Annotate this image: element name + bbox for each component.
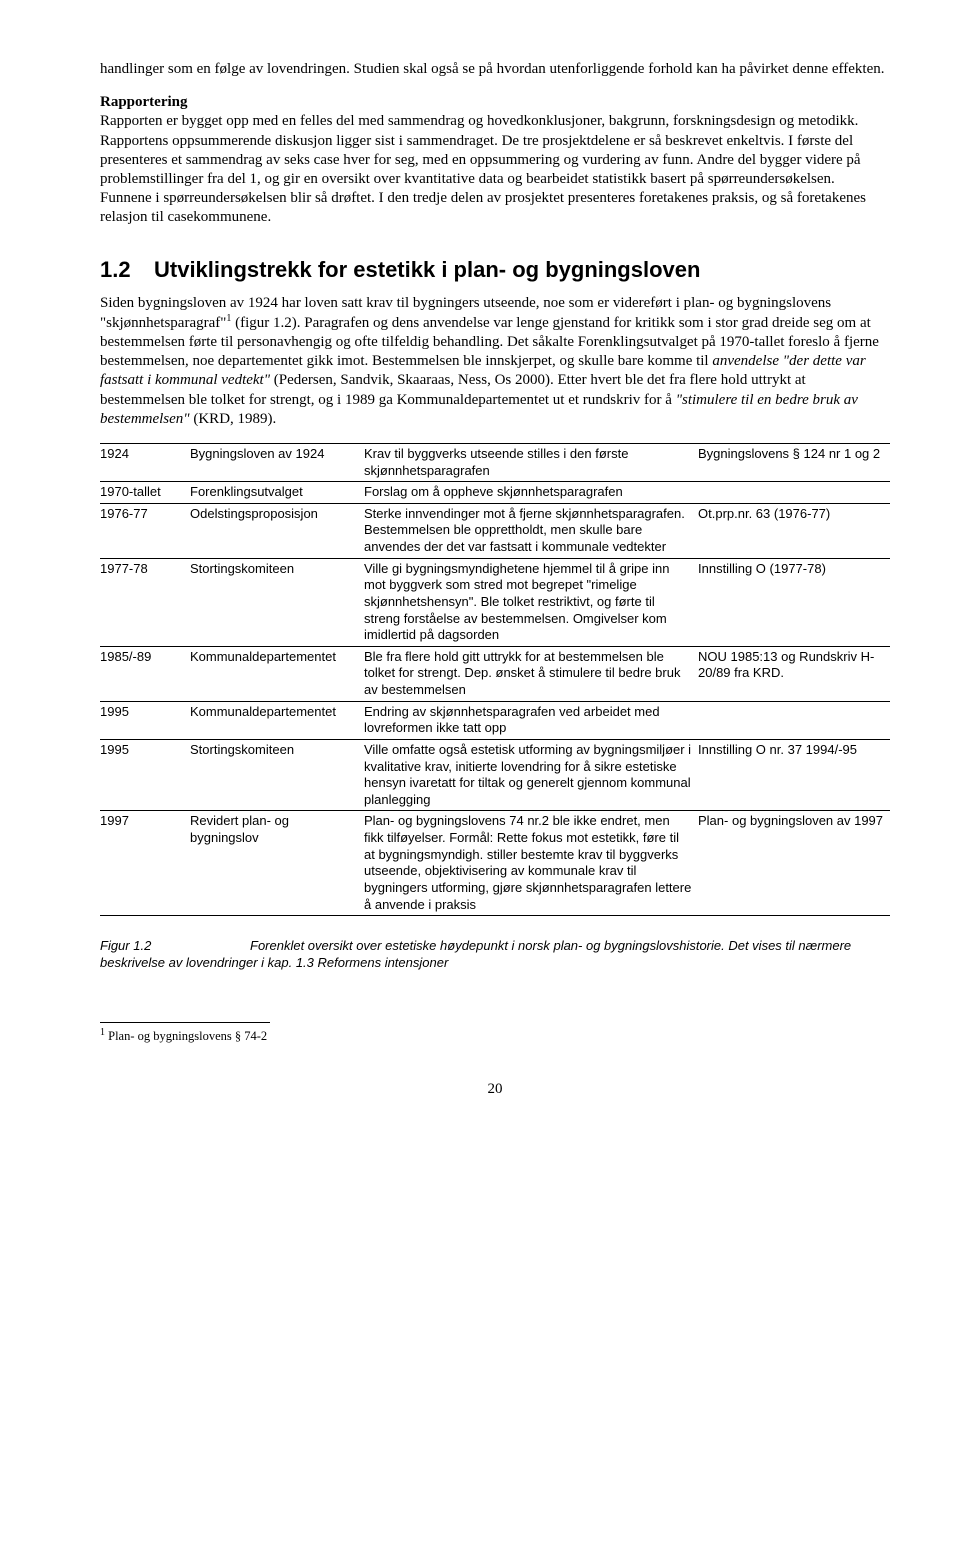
table-row: 1976-77OdelstingsproposisjonSterke innve… bbox=[100, 503, 890, 558]
table-cell: Innstilling O (1977-78) bbox=[698, 558, 890, 646]
figure-label: Figur 1.2 bbox=[100, 938, 250, 955]
rapportering-paragraph: Rapportering Rapporten er bygget opp med… bbox=[100, 93, 890, 227]
table-row: 1995StortingskomiteenVille omfatte også … bbox=[100, 739, 890, 811]
table-cell: Forslag om å oppheve skjønnhetsparagrafe… bbox=[364, 482, 698, 504]
body-part-f: (KRD, 1989). bbox=[190, 411, 277, 427]
timeline-table: 1924Bygningsloven av 1924Krav til byggve… bbox=[100, 443, 890, 916]
table-cell: Endring av skjønnhetsparagrafen ved arbe… bbox=[364, 701, 698, 739]
table-cell: 1995 bbox=[100, 701, 190, 739]
table-cell: 1997 bbox=[100, 811, 190, 916]
table-cell: Ville gi bygningsmyndighetene hjemmel ti… bbox=[364, 558, 698, 646]
table-cell: Ble fra flere hold gitt uttrykk for at b… bbox=[364, 646, 698, 701]
footnote-text: Plan- og bygningslovens § 74-2 bbox=[105, 1029, 267, 1043]
table-cell: Forenklingsutvalget bbox=[190, 482, 364, 504]
table-cell: Plan- og bygningsloven av 1997 bbox=[698, 811, 890, 916]
table-cell: Revidert plan- og bygningslov bbox=[190, 811, 364, 916]
table-cell bbox=[698, 482, 890, 504]
section-body: Siden bygningsloven av 1924 har loven sa… bbox=[100, 294, 890, 429]
table-cell: 1970-tallet bbox=[100, 482, 190, 504]
section-heading: 1.2Utviklingstrekk for estetikk i plan- … bbox=[100, 256, 890, 284]
table-row: 1997Revidert plan- og bygningslovPlan- o… bbox=[100, 811, 890, 916]
intro-paragraph: handlinger som en følge av lovendringen.… bbox=[100, 60, 890, 79]
table-cell: Bygningslovens § 124 nr 1 og 2 bbox=[698, 443, 890, 481]
table-row: 1977-78StortingskomiteenVille gi bygning… bbox=[100, 558, 890, 646]
section-title: Utviklingstrekk for estetikk i plan- og … bbox=[154, 257, 700, 282]
table-cell: Odelstingsproposisjon bbox=[190, 503, 364, 558]
section-number: 1.2 bbox=[100, 256, 154, 284]
footnote-1: 1 Plan- og bygningslovens § 74-2 bbox=[100, 1027, 890, 1044]
table-cell: Stortingskomiteen bbox=[190, 739, 364, 811]
table-cell: 1985/-89 bbox=[100, 646, 190, 701]
table-cell: Plan- og bygningslovens 74 nr.2 ble ikke… bbox=[364, 811, 698, 916]
table-cell: 1995 bbox=[100, 739, 190, 811]
table-cell: Bygningsloven av 1924 bbox=[190, 443, 364, 481]
table-row: 1995KommunaldepartementetEndring av skjø… bbox=[100, 701, 890, 739]
table-cell: Kommunaldepartementet bbox=[190, 701, 364, 739]
rapportering-heading: Rapportering bbox=[100, 94, 188, 110]
footnote-separator bbox=[100, 1022, 270, 1023]
page-number: 20 bbox=[100, 1080, 890, 1099]
table-row: 1970-talletForenklingsutvalgetForslag om… bbox=[100, 482, 890, 504]
table-cell: 1976-77 bbox=[100, 503, 190, 558]
table-cell: Krav til byggverks utseende stilles i de… bbox=[364, 443, 698, 481]
figure-caption: Figur 1.2Forenklet oversikt over estetis… bbox=[100, 938, 890, 972]
table-cell: Innstilling O nr. 37 1994/-95 bbox=[698, 739, 890, 811]
table-row: 1985/-89KommunaldepartementetBle fra fle… bbox=[100, 646, 890, 701]
table-cell: 1924 bbox=[100, 443, 190, 481]
table-cell: Ville omfatte også estetisk utforming av… bbox=[364, 739, 698, 811]
table-cell: Kommunaldepartementet bbox=[190, 646, 364, 701]
table-cell: 1977-78 bbox=[100, 558, 190, 646]
table-cell: Sterke innvendinger mot å fjerne skjønnh… bbox=[364, 503, 698, 558]
rapportering-body: Rapporten er bygget opp med en felles de… bbox=[100, 113, 866, 225]
table-cell: Ot.prp.nr. 63 (1976-77) bbox=[698, 503, 890, 558]
table-cell: Stortingskomiteen bbox=[190, 558, 364, 646]
table-cell: NOU 1985:13 og Rundskriv H-20/89 fra KRD… bbox=[698, 646, 890, 701]
table-row: 1924Bygningsloven av 1924Krav til byggve… bbox=[100, 443, 890, 481]
table-cell bbox=[698, 701, 890, 739]
